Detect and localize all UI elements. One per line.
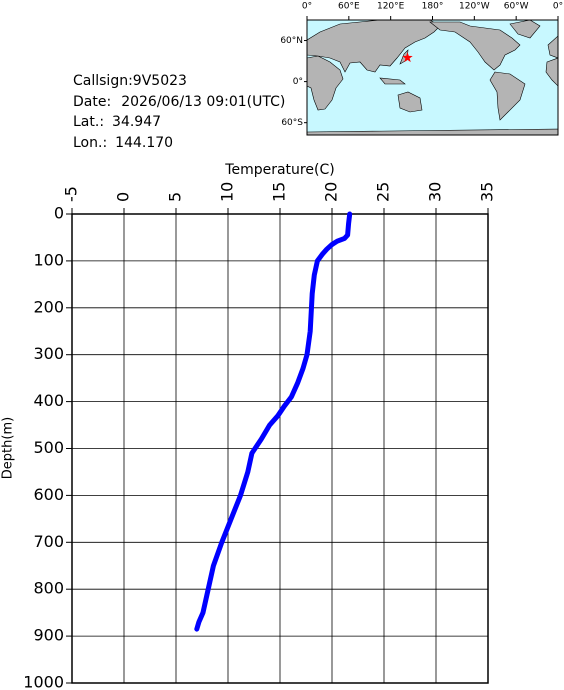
y-tick-label: 700: [33, 532, 64, 551]
x-tick-label: 35: [478, 182, 497, 202]
y-tick-label: 400: [33, 391, 64, 410]
map-land: [307, 20, 558, 135]
x-tick-label: 30: [426, 182, 445, 202]
map-x-tick-label: 60°E: [338, 2, 360, 12]
map-y-tick-label: 60°S: [281, 118, 303, 128]
y-tick-label: 800: [33, 579, 64, 598]
map-x-tick-label: 60°W: [504, 2, 529, 12]
y-tick-label: 100: [33, 250, 64, 269]
x-axis-label: Temperature(C): [224, 162, 334, 178]
map-x-tick-label: 180°: [422, 2, 444, 12]
y-tick-label: 1000: [23, 673, 64, 690]
date: Date: 2026/06/13 09:01(UTC): [73, 94, 285, 110]
y-tick-label: 500: [33, 438, 64, 457]
x-tick-label: -5: [62, 186, 81, 202]
lon: Lon.: 144.170: [73, 135, 173, 151]
y-tick-label: 900: [33, 626, 64, 645]
callsign: Callsign:9V5023: [73, 73, 187, 89]
map-x-tick-label: 0°: [553, 2, 563, 12]
plot-frame: [71, 213, 489, 684]
map-x-tick-label: 0°: [302, 2, 312, 12]
y-axis-label: Depth(m): [1, 417, 16, 479]
map-x-tick-label: 120°E: [377, 2, 405, 12]
profile-line: [194, 211, 353, 632]
x-tick-label: 20: [322, 182, 341, 202]
y-tick-label: 200: [33, 297, 64, 316]
x-tick-label: 25: [374, 182, 393, 202]
y-tick-label: 300: [33, 344, 64, 363]
y-tick-label: 0: [54, 204, 64, 223]
lat: Lat.: 34.947: [73, 114, 161, 130]
map-y-tick-label: 60°N: [280, 36, 303, 46]
station-marker: [402, 52, 413, 63]
y-tick-label: 600: [33, 485, 64, 504]
x-tick-label: 15: [270, 182, 289, 202]
x-tick-label: 5: [166, 192, 185, 202]
x-tick-label: 10: [218, 182, 237, 202]
map-x-tick-label: 120°W: [459, 2, 490, 12]
x-tick-label: 0: [114, 192, 133, 202]
map-y-tick-label: 0°: [293, 77, 303, 87]
